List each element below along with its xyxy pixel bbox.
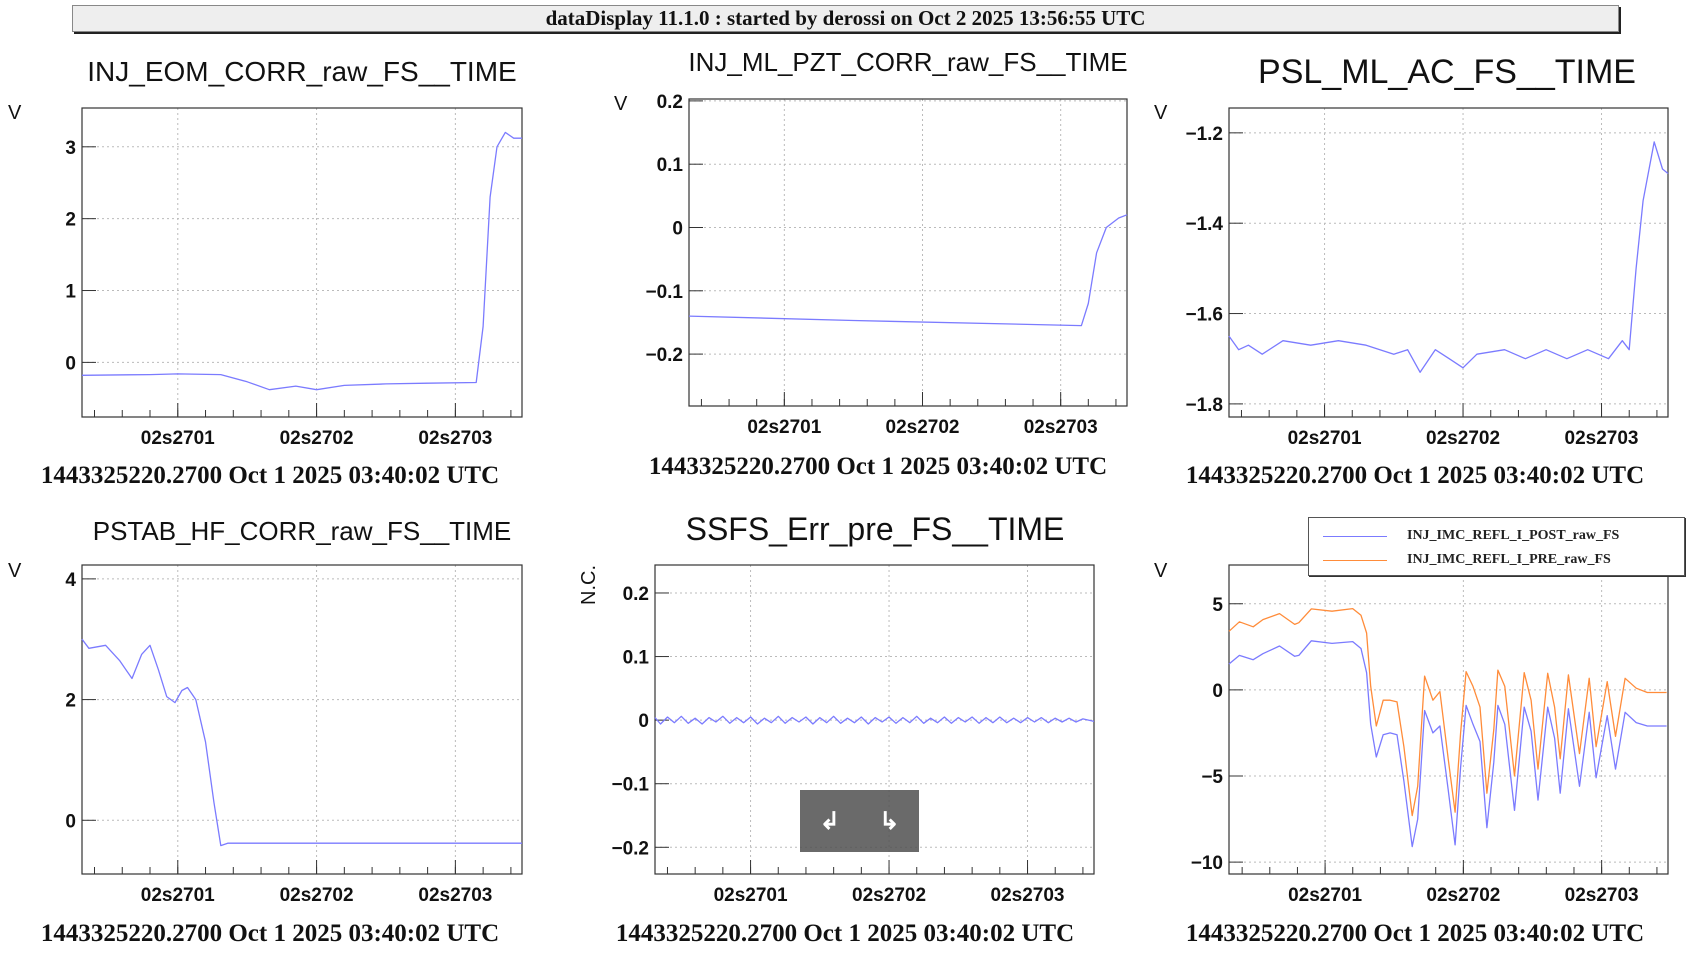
x-tick-label: 02s2703 — [418, 428, 492, 449]
legend-swatch — [1323, 535, 1387, 537]
x-axis-label: 1443325220.2700 Oct 1 2025 03:40:02 UTC — [1185, 462, 1645, 489]
x-tick-label: 02s2703 — [1565, 428, 1639, 449]
x-tick-label: 02s2703 — [1024, 417, 1098, 438]
x-tick-label: 02s2701 — [141, 428, 215, 449]
y-tick-label: 2 — [65, 210, 76, 231]
x-tick-label: 02s2702 — [1426, 885, 1500, 906]
y-tick-label: −0.2 — [611, 838, 649, 859]
y-tick-label: −1.4 — [1185, 214, 1223, 235]
y-tick-label: 0 — [638, 711, 649, 732]
y-tick-label: 0 — [1212, 681, 1223, 702]
plot-title: PSL_ML_AC_FS__TIME — [1258, 53, 1636, 91]
y-axis-label: N.C. — [578, 565, 600, 605]
y-tick-label: −1.2 — [1185, 124, 1223, 145]
x-tick-label: 02s2701 — [747, 417, 821, 438]
x-tick-label: 02s2703 — [418, 885, 492, 906]
app-title-bar: dataDisplay 11.1.0 : started by derossi … — [72, 5, 1619, 32]
y-tick-label: −1.8 — [1185, 395, 1223, 416]
series-line-inj-ml-pzt-corr-raw-fs — [688, 214, 1128, 327]
plot-frame — [688, 98, 1128, 407]
x-axis-label: 1443325220.2700 Oct 1 2025 03:40:02 UTC — [40, 462, 500, 489]
plot-frame — [1228, 564, 1669, 875]
series-line-ssfs-err-pre-fs — [654, 715, 1095, 725]
y-tick-label: 0.2 — [657, 92, 683, 113]
series-line-inj-imc-refl-i-post-raw-fs — [1228, 640, 1667, 848]
y-tick-label: −10 — [1191, 853, 1223, 874]
legend-label: INJ_IMC_REFL_I_PRE_raw_FS — [1407, 552, 1611, 567]
x-tick-label: 02s2702 — [1426, 428, 1500, 449]
legend-item-post: INJ_IMC_REFL_I_POST_raw_FS — [1323, 526, 1619, 546]
series-line-psl-ml-ac-fs — [1228, 141, 1669, 373]
y-tick-label: 4 — [65, 570, 76, 591]
y-axis-label: V — [1154, 560, 1168, 582]
y-axis-label: V — [8, 560, 22, 582]
plot-frame — [81, 107, 523, 418]
y-tick-label: 5 — [1212, 595, 1223, 616]
x-tick-label: 02s2701 — [714, 885, 788, 906]
redo-arrow-icon[interactable]: ↳ — [879, 807, 900, 835]
y-tick-label: 0 — [672, 218, 683, 239]
x-axis-label: 1443325220.2700 Oct 1 2025 03:40:02 UTC — [648, 453, 1108, 480]
y-axis-label: V — [8, 102, 22, 124]
y-tick-label: −0.2 — [645, 345, 683, 366]
x-tick-label: 02s2703 — [1565, 885, 1639, 906]
series-line-inj-eom-corr-raw-fs — [81, 131, 522, 391]
y-tick-label: −0.1 — [645, 282, 683, 303]
x-tick-label: 02s2701 — [141, 885, 215, 906]
legend: INJ_IMC_REFL_I_POST_raw_FS INJ_IMC_REFL_… — [1308, 517, 1685, 576]
x-axis-label: 1443325220.2700 Oct 1 2025 03:40:02 UTC — [1185, 920, 1645, 947]
x-tick-label: 02s2702 — [852, 885, 926, 906]
y-axis-label: V — [1154, 102, 1168, 124]
y-tick-label: −5 — [1201, 767, 1223, 788]
y-tick-label: −0.1 — [611, 775, 649, 796]
app-title: dataDisplay 11.1.0 : started by derossi … — [545, 6, 1146, 30]
legend-label: INJ_IMC_REFL_I_POST_raw_FS — [1407, 528, 1620, 543]
x-tick-label: 02s2701 — [1288, 885, 1362, 906]
x-tick-label: 02s2702 — [886, 417, 960, 438]
y-tick-label: 0.2 — [623, 584, 649, 605]
plot-title: INJ_EOM_CORR_raw_FS__TIME — [87, 56, 517, 87]
legend-item-pre: INJ_IMC_REFL_I_PRE_raw_FS — [1323, 550, 1611, 570]
series-line-pstab-hf-corr-raw-fs — [81, 638, 522, 847]
x-axis-label: 1443325220.2700 Oct 1 2025 03:40:02 UTC — [40, 920, 500, 947]
y-tick-label: 2 — [65, 691, 76, 712]
plot-title: SSFS_Err_pre_FS__TIME — [685, 511, 1065, 547]
y-tick-label: 1 — [65, 282, 76, 303]
x-tick-label: 02s2702 — [280, 428, 354, 449]
y-tick-label: 3 — [65, 138, 76, 159]
y-tick-label: 0.1 — [623, 648, 650, 669]
plot-frame — [81, 564, 523, 875]
x-tick-label: 02s2703 — [991, 885, 1065, 906]
y-tick-label: 0.1 — [657, 155, 684, 176]
series-line-inj-imc-refl-i-pre-raw-fs — [1228, 607, 1667, 817]
navigation-overlay: ↲ ↳ — [800, 790, 919, 852]
undo-arrow-icon[interactable]: ↲ — [819, 807, 840, 835]
plot-frame — [1228, 107, 1669, 418]
x-tick-label: 02s2701 — [1288, 428, 1362, 449]
x-axis-label: 1443325220.2700 Oct 1 2025 03:40:02 UTC — [615, 920, 1075, 947]
y-tick-label: −1.6 — [1185, 305, 1223, 326]
plot-title: INJ_ML_PZT_CORR_raw_FS__TIME — [688, 47, 1128, 77]
y-tick-label: 0 — [65, 811, 76, 832]
x-tick-label: 02s2702 — [280, 885, 354, 906]
plot-title: PSTAB_HF_CORR_raw_FS__TIME — [92, 516, 512, 546]
y-tick-label: 0 — [65, 353, 76, 374]
y-axis-label: V — [614, 93, 628, 115]
legend-swatch — [1323, 559, 1387, 561]
